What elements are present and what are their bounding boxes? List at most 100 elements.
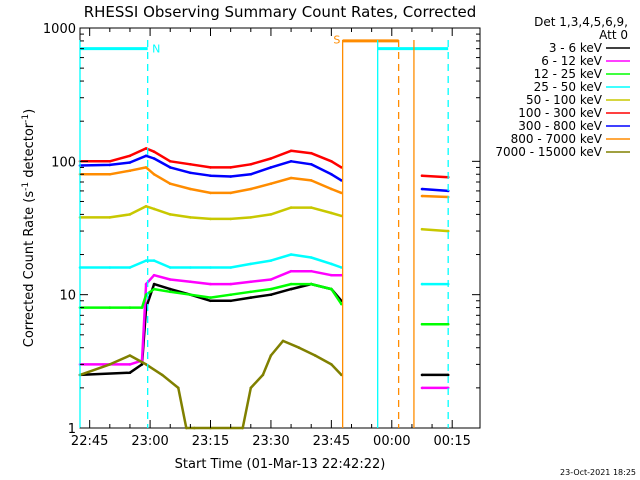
series-point-0-15 (420, 373, 424, 377)
legend-header-line-2: Att 0 (599, 28, 628, 42)
legend-label-7: 800 - 7000 keV (511, 132, 603, 146)
series-point-5-13 (330, 160, 333, 163)
series-line-7-1 (421, 194, 449, 199)
series-point-1-3 (144, 282, 148, 286)
legend-label-6: 300 - 800 keV (518, 119, 602, 133)
series-point-1-10 (269, 278, 273, 281)
series-point-1-11 (289, 269, 293, 273)
series-point-1-7 (209, 282, 212, 286)
series-point-4-8 (229, 217, 232, 221)
series-point-5-5 (168, 160, 172, 163)
series-point-3-15 (420, 282, 424, 286)
series-point-8-3 (144, 363, 148, 366)
series-point-2-12 (289, 282, 293, 286)
series-point-1-13 (330, 273, 333, 277)
series-point-7-8 (229, 191, 232, 195)
series-point-3-1 (108, 266, 112, 269)
series-point-6-4 (152, 157, 156, 160)
series-point-6-2 (128, 161, 132, 164)
series-point-4-16 (446, 229, 450, 233)
series-point-5-8 (229, 166, 232, 169)
series-point-3-4 (152, 259, 156, 262)
series-point-1-6 (189, 280, 192, 284)
x-tick-label-1: 23:00 (131, 434, 168, 449)
series-point-3-8 (229, 266, 232, 269)
y-tick-label-3: 1000 (43, 22, 76, 37)
series-point-0-11 (289, 287, 293, 291)
series-point-3-5 (168, 266, 172, 269)
series-point-4-1 (108, 216, 112, 219)
series-point-0-9 (249, 296, 253, 299)
series-point-3-3 (144, 259, 148, 262)
series-line-8-0 (79, 339, 343, 430)
series-point-7-13 (330, 187, 333, 191)
series-point-6-8 (229, 175, 232, 178)
series-point-1-5 (168, 278, 172, 281)
series-point-6-7 (209, 174, 212, 177)
series-2 (78, 282, 450, 326)
series-point-3-13 (330, 262, 333, 266)
series-point-4-13 (330, 211, 333, 215)
series-point-5-2 (128, 154, 132, 158)
series-point-6-12 (309, 163, 313, 166)
series-point-5-10 (269, 157, 273, 160)
y-axis-label-sup1: -1 (21, 182, 31, 191)
chart-title: RHESSI Observing Summary Count Rates, Co… (84, 3, 477, 21)
series-6 (78, 154, 450, 193)
series-point-4-12 (309, 206, 313, 209)
series-point-5-15 (420, 174, 424, 177)
marker-layer: NS (79, 33, 449, 428)
series-point-2-9 (229, 293, 232, 297)
series-line-3-0 (80, 253, 342, 269)
series-line-4-1 (421, 227, 449, 233)
series-point-2-2 (128, 306, 132, 309)
series-point-6-3 (144, 154, 148, 158)
legend-label-8: 7000 - 15000 keV (495, 145, 602, 159)
series-point-1-9 (249, 280, 253, 284)
series-point-4-10 (269, 213, 273, 216)
series-point-4-3 (144, 205, 148, 208)
series-point-2-4 (144, 293, 148, 297)
series-point-3-11 (289, 253, 293, 256)
series-point-8-16 (330, 363, 333, 366)
series-point-6-13 (330, 173, 333, 176)
series-point-0-8 (229, 299, 232, 303)
y-tick-label-2: 100 (51, 155, 76, 170)
series-point-5-11 (289, 149, 293, 153)
series-point-7-11 (289, 176, 293, 180)
series-point-8-1 (108, 363, 112, 366)
series-point-3-9 (249, 262, 253, 266)
series-point-8-2 (128, 354, 132, 357)
series-point-2-8 (209, 296, 212, 299)
series-point-8-14 (297, 346, 301, 350)
series-point-1-8 (229, 282, 232, 286)
series-layer (78, 147, 450, 430)
series-point-2-5 (152, 287, 156, 291)
legend-label-4: 50 - 100 keV (526, 93, 603, 107)
y-axis-label-sup2: -1 (21, 114, 31, 123)
series-line-7-0 (80, 166, 342, 195)
legend-label-2: 12 - 25 keV (534, 67, 603, 81)
x-tick-label-0: 22:45 (71, 434, 108, 449)
legend-label-0: 3 - 6 keV (549, 41, 603, 55)
series-point-8-5 (177, 386, 180, 390)
series-point-8-15 (313, 354, 317, 357)
series-point-4-2 (128, 213, 132, 216)
y-axis-label: Corrected Count Rate (s-1 detector-1) (21, 109, 37, 347)
series-point-1-1 (128, 363, 132, 366)
series-point-6-1 (108, 163, 112, 167)
series-point-8-12 (269, 354, 273, 357)
x-tick-label-6: 00:15 (433, 434, 470, 449)
series-point-5-7 (209, 166, 212, 169)
series-line-5-1 (421, 174, 449, 179)
series-point-7-5 (168, 182, 172, 185)
x-tick-label-5: 00:00 (373, 434, 410, 449)
series-point-5-9 (249, 163, 253, 166)
y-tick-label-0: 1 (68, 422, 76, 437)
series-point-4-4 (152, 207, 156, 211)
series-point-5-12 (309, 151, 313, 155)
series-point-7-15 (420, 194, 424, 198)
series-point-2-13 (309, 282, 313, 286)
